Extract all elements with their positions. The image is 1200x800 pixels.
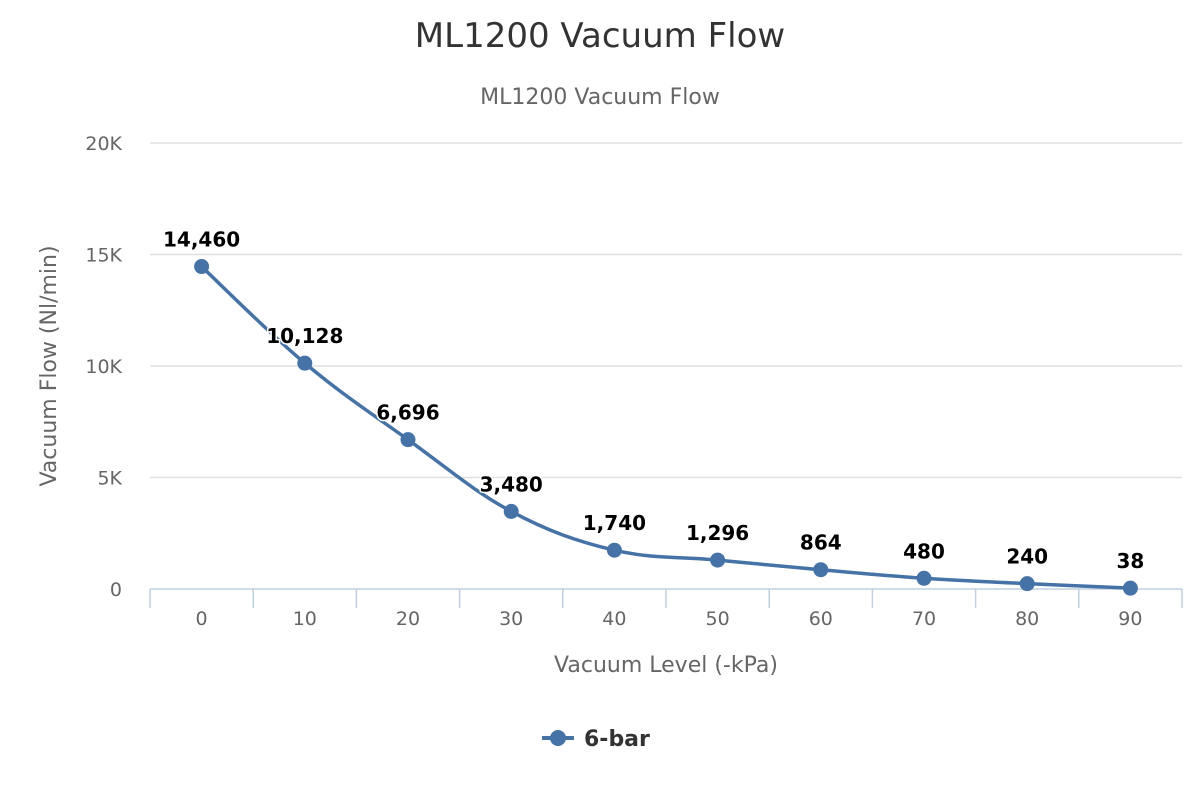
legend-marker-icon [550, 730, 566, 746]
y-tick-label: 0 [110, 579, 122, 601]
data-point [916, 570, 932, 586]
y-tick-label: 10K [85, 356, 122, 378]
series-line [200, 265, 1131, 590]
data-label: 1,740 [583, 511, 646, 535]
data-label: 14,460 [163, 228, 240, 252]
legend-item-6-bar[interactable]: 6-bar [542, 727, 650, 752]
data-point [813, 562, 829, 578]
data-point [710, 552, 726, 568]
x-tick-label: 80 [1015, 608, 1039, 630]
y-axis: 0 5K 10K 15K 20K [85, 133, 122, 601]
chart-title: ML1200 Vacuum Flow [415, 16, 785, 56]
y-axis-title: Vacuum Flow (Nl/min) [37, 245, 62, 486]
y-tick-label: 5K [97, 468, 122, 490]
x-tick-label: 10 [293, 608, 317, 630]
legend-label: 6-bar [584, 727, 650, 752]
data-point [503, 503, 519, 519]
series-6-bar[interactable] [194, 259, 1138, 596]
data-point [400, 432, 416, 448]
y-tick-label: 15K [85, 245, 122, 267]
data-label: 480 [903, 539, 945, 563]
chart-subtitle: ML1200 Vacuum Flow [480, 85, 720, 110]
data-label: 864 [800, 531, 842, 555]
x-tick-label: 90 [1118, 608, 1142, 630]
x-tick-label: 70 [912, 608, 936, 630]
data-label: 38 [1116, 549, 1144, 573]
data-point [297, 355, 313, 371]
x-axis: 0 10 20 30 40 50 60 70 80 90 [149, 588, 1183, 630]
x-tick-label: 40 [602, 608, 626, 630]
data-label: 6,696 [376, 401, 439, 425]
x-tick-label: 30 [499, 608, 523, 630]
x-tick-label: 60 [809, 608, 833, 630]
grid-lines [150, 142, 1182, 479]
x-tick-label: 0 [196, 608, 208, 630]
data-point [606, 542, 622, 558]
data-labels: 14,460 10,128 6,696 3,480 1,740 1,296 864 480 24… [162, 226, 1146, 575]
data-point [1122, 580, 1138, 596]
y-tick-label: 20K [85, 133, 122, 155]
x-tick-label: 50 [706, 608, 730, 630]
data-point [1019, 576, 1035, 592]
x-tick-label: 20 [396, 608, 420, 630]
data-label: 10,128 [266, 324, 343, 348]
data-point [194, 259, 210, 275]
data-label: 3,480 [480, 472, 543, 496]
data-label: 240 [1006, 545, 1048, 569]
x-axis-title: Vacuum Level (-kPa) [554, 653, 778, 678]
data-label: 1,296 [686, 521, 749, 545]
